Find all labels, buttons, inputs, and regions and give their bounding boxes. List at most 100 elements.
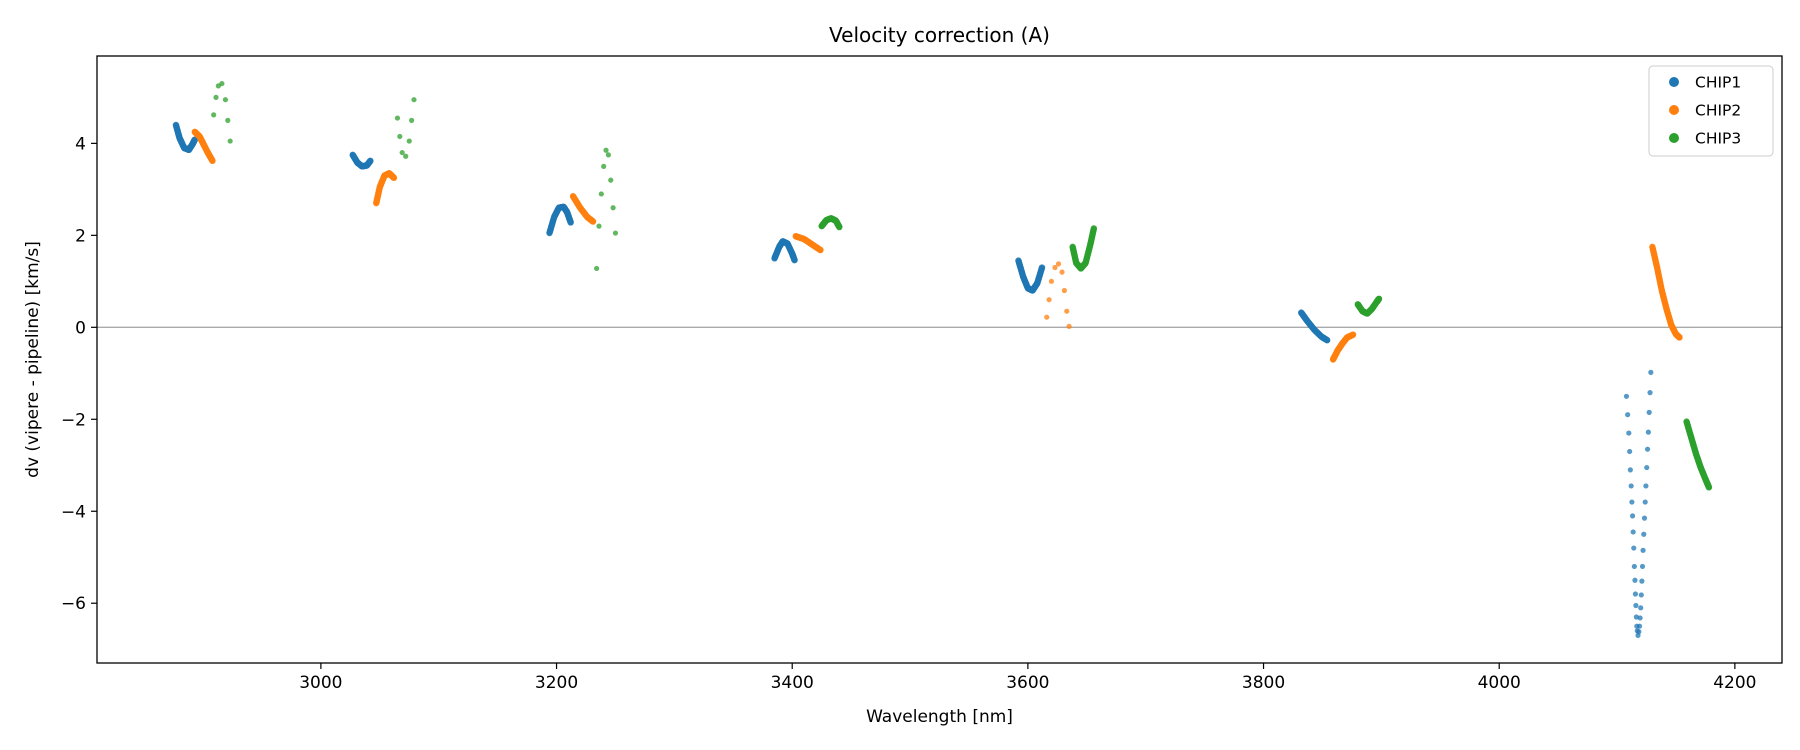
legend: CHIP1 CHIP2 CHIP3 <box>1648 65 1774 157</box>
data-point <box>1059 269 1065 275</box>
data-point <box>1644 446 1651 452</box>
data-point <box>608 177 614 183</box>
data-point <box>610 205 616 211</box>
data-point <box>1066 323 1072 329</box>
data-point <box>1631 563 1637 570</box>
x-tick-label: 3000 <box>299 673 342 693</box>
data-point <box>211 112 217 118</box>
data-point <box>612 230 619 236</box>
x-tick-label: 3200 <box>535 673 578 693</box>
data-point <box>1055 261 1062 267</box>
data-point <box>1641 531 1647 537</box>
y-tick-label: 2 <box>75 226 86 246</box>
data-point <box>1630 529 1636 535</box>
data-point <box>1644 464 1650 471</box>
chart-title: Velocity correction (A) <box>829 23 1050 47</box>
data-point <box>1638 605 1644 611</box>
legend-marker-chip2 <box>1669 105 1679 115</box>
legend-marker-chip1 <box>1669 77 1679 87</box>
legend-marker-chip3 <box>1669 133 1679 143</box>
data-point <box>1638 592 1644 598</box>
data-point <box>1647 390 1653 396</box>
data-point <box>605 152 611 158</box>
data-point <box>1623 393 1630 399</box>
data-point <box>603 147 609 153</box>
legend-label-chip1: CHIP1 <box>1695 74 1741 92</box>
data-point <box>1052 264 1058 271</box>
legend-entry-chip3: CHIP3 <box>1669 130 1741 148</box>
y-tick-label: −4 <box>61 502 86 522</box>
y-tick-label: −6 <box>61 594 86 614</box>
x-tick-label: 4200 <box>1713 673 1756 693</box>
data-point <box>567 219 574 226</box>
data-point <box>1645 429 1651 435</box>
data-point <box>1646 409 1652 415</box>
data-point <box>1323 336 1331 344</box>
data-point <box>409 117 415 123</box>
data-point <box>1648 369 1654 375</box>
x-tick-label: 3600 <box>1006 673 1049 693</box>
x-axis-label: Wavelength [nm] <box>866 707 1013 727</box>
data-point <box>227 138 233 144</box>
data-point <box>222 97 229 103</box>
data-point <box>406 138 412 144</box>
data-point <box>1632 591 1639 597</box>
data-point <box>598 191 604 197</box>
x-tick-label: 3800 <box>1242 673 1285 693</box>
data-point <box>601 163 607 169</box>
y-tick-label: −2 <box>61 410 86 430</box>
data-point <box>1375 295 1383 302</box>
y-tick-label: 0 <box>75 318 86 338</box>
data-point <box>1641 515 1648 521</box>
data-point <box>367 157 374 165</box>
data-point <box>594 265 600 272</box>
data-point <box>1064 308 1070 314</box>
data-point <box>1633 602 1639 609</box>
series-chip2 <box>191 128 1683 363</box>
data-point <box>399 149 405 156</box>
data-point <box>1629 513 1636 519</box>
legend-label-chip3: CHIP3 <box>1695 130 1741 148</box>
data-point <box>1627 467 1633 473</box>
data-point <box>589 218 597 225</box>
data-point <box>1636 623 1643 629</box>
axis-ticks: 3000 3200 3400 3600 3800 4000 4200 −6 −4 −2 0 2 4 <box>61 134 1757 693</box>
data-point <box>1639 578 1645 584</box>
data-point <box>1642 499 1648 505</box>
series-chip3 <box>211 80 1713 491</box>
legend-entry-chip2: CHIP2 <box>1669 102 1741 120</box>
series-chip1 <box>172 121 1654 639</box>
data-point <box>1044 314 1050 320</box>
data-point <box>1625 412 1631 418</box>
data-point <box>411 97 417 103</box>
data-point <box>213 94 219 100</box>
data-point <box>1636 629 1642 635</box>
data-point <box>1038 264 1046 271</box>
data-point <box>1349 331 1357 338</box>
x-tick-label: 3400 <box>771 673 814 693</box>
data-point <box>403 153 409 159</box>
data-point <box>1705 484 1713 491</box>
data-point <box>225 117 231 123</box>
data-point <box>1627 448 1633 455</box>
data-point <box>219 80 225 87</box>
data-point <box>1643 483 1649 489</box>
data-point <box>1639 563 1646 570</box>
data-point <box>1048 278 1055 284</box>
data-point <box>1626 430 1632 436</box>
data-point <box>817 246 824 254</box>
data-point <box>1046 297 1052 303</box>
data-point <box>1090 225 1098 232</box>
legend-label-chip2: CHIP2 <box>1695 102 1741 120</box>
data-point <box>209 157 216 165</box>
x-tick-label: 4000 <box>1478 673 1521 693</box>
plot-area <box>97 56 1782 663</box>
data-point <box>596 223 602 229</box>
data-point <box>390 174 398 182</box>
y-axis-label: dv (vipere - pipeline) [km/s] <box>23 241 43 478</box>
data-point <box>1628 483 1634 489</box>
data-point <box>394 115 401 121</box>
data-point <box>1061 287 1067 294</box>
data-point <box>191 136 198 143</box>
